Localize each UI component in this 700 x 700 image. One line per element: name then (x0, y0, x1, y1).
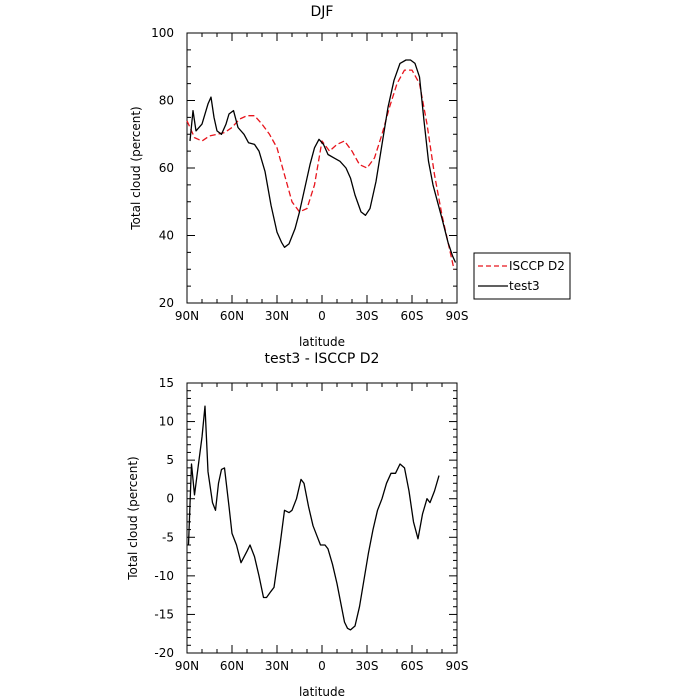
series-line-0 (187, 405, 440, 631)
x-tick-label: 90N (175, 659, 199, 673)
x-tick-label: 90N (175, 309, 199, 323)
x-tick-label: 30N (265, 309, 289, 323)
x-tick-label: 0 (318, 659, 326, 673)
series-line-test3 (189, 59, 457, 263)
y-tick-label: -5 (162, 530, 174, 544)
y-tick-label: 40 (159, 229, 174, 243)
x-axis: 90N 60N 30N 0 30S 60S 90S (175, 383, 469, 673)
y-axis: 20 40 60 80 100 (151, 26, 457, 310)
panel-djf: DJF 90N 60N 30N 0 30S 60S 90S 20 40 60 80 100 lati… (129, 4, 468, 349)
y-tick-label: 0 (166, 492, 174, 506)
x-tick-label: 0 (318, 309, 326, 323)
x-axis-label: latitude (299, 335, 345, 349)
series-lines (187, 405, 440, 631)
y-tick-label: -15 (154, 607, 174, 621)
x-axis: 90N 60N 30N 0 30S 60S 90S (175, 33, 469, 323)
x-axis-label: latitude (299, 685, 345, 699)
legend-box (473, 252, 571, 300)
y-axis-label: Total cloud (percent) (126, 456, 140, 580)
legend: ISCCP D2 test3 (473, 252, 571, 300)
plot-frame (186, 382, 458, 654)
series-line-isccp-d2 (186, 69, 455, 270)
plot-frame (186, 32, 458, 304)
x-tick-label: 90S (446, 309, 469, 323)
x-tick-label: 30S (356, 659, 379, 673)
y-axis: -20 -15 -10 -5 0 5 10 15 (154, 376, 457, 660)
x-tick-label: 30N (265, 659, 289, 673)
x-tick-label: 60N (220, 309, 244, 323)
y-tick-label: -10 (154, 569, 174, 583)
y-tick-label: 100 (151, 26, 174, 40)
y-tick-label: 80 (159, 94, 174, 108)
x-tick-label: 60S (401, 309, 424, 323)
series-lines (186, 59, 457, 270)
y-tick-label: 5 (166, 453, 174, 467)
chart-title: DJF (311, 4, 334, 20)
y-tick-label: 10 (159, 415, 174, 429)
chart-title: test3 - ISCCP D2 (265, 351, 380, 367)
panel-difference: test3 - ISCCP D2 90N 60N 30N 0 30S 60S 90S -20… (126, 351, 468, 699)
x-tick-label: 60N (220, 659, 244, 673)
x-tick-label: 30S (356, 309, 379, 323)
x-tick-label: 60S (401, 659, 424, 673)
x-tick-label: 90S (446, 659, 469, 673)
y-tick-label: 60 (159, 161, 174, 175)
y-tick-label: 20 (159, 296, 174, 310)
y-tick-label: 15 (159, 376, 174, 390)
y-tick-label: -20 (154, 646, 174, 660)
y-axis-label: Total cloud (percent) (129, 106, 143, 230)
legend-label-test3: test3 (509, 279, 540, 293)
legend-label-isccp: ISCCP D2 (509, 259, 565, 273)
